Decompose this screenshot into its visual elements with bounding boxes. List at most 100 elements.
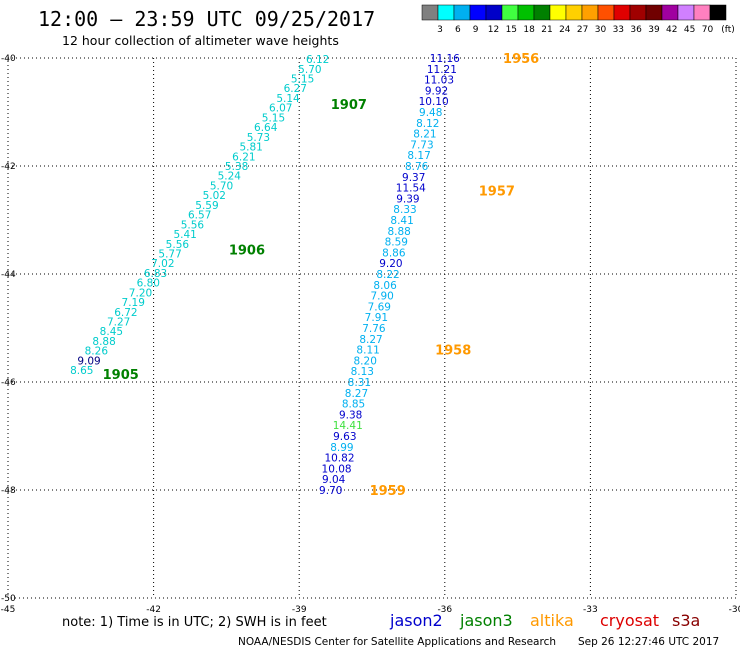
wave-height-value: 6.12: [306, 54, 329, 66]
wave-height-value: 6.27: [284, 83, 307, 95]
colorbar-swatch: [501, 4, 519, 21]
colorbar-label: 36: [630, 25, 642, 35]
wave-height-value: 8.88: [92, 336, 115, 348]
y-tick-label: -48: [1, 486, 16, 496]
wave-height-value: 7.91: [365, 312, 388, 324]
wave-height-value: 7.69: [368, 301, 391, 313]
colorbar-label: 24: [559, 25, 571, 35]
wave-height-value: 10.82: [324, 453, 354, 465]
legend-item-altika: altika: [530, 611, 574, 630]
colorbar-label: 6: [455, 25, 461, 35]
wave-height-value: 8.59: [385, 237, 408, 249]
wave-height-value: 5.59: [195, 200, 218, 212]
wave-height-value: 9.70: [319, 485, 342, 497]
wave-height-value: 8.13: [351, 366, 374, 378]
x-tick-label: -39: [292, 605, 307, 615]
colorbar-swatch: [517, 4, 535, 21]
wave-height-value: 8.33: [393, 204, 416, 216]
wave-height-value: 7.90: [370, 291, 393, 303]
plot-area: -45 -42 -39 -36 -33 -30 -40 -42 -44 -46 -48 -50: [1, 54, 740, 615]
wave-height-value: 7.27: [107, 317, 130, 329]
wave-height-value: 5.02: [203, 190, 226, 202]
colorbar-swatch: [437, 4, 455, 21]
colorbar-swatch: [709, 4, 727, 21]
footer-credit: NOAA/NESDIS Center for Satellite Applica…: [238, 636, 556, 648]
wave-height-value: 5.73: [247, 132, 270, 144]
wave-height-value: 5.77: [158, 248, 181, 260]
wave-height-value: 10.08: [322, 463, 352, 475]
wave-height-value: 5.14: [276, 93, 300, 105]
colorbar-label: 33: [613, 25, 624, 35]
colorbar-swatch: [549, 4, 567, 21]
wave-height-value: 5.15: [262, 112, 285, 124]
wave-height-value: 11.21: [427, 64, 457, 76]
wave-height-value: 8.65: [70, 365, 93, 377]
wave-height-value: 9.63: [333, 431, 356, 443]
x-tick-label: -45: [1, 605, 16, 615]
colorbar-swatch: [629, 4, 647, 21]
x-tick-label: -36: [437, 605, 452, 615]
wave-height-value: 9.39: [396, 193, 419, 205]
colorbar-swatch: [453, 4, 471, 21]
wave-height-value: 8.22: [376, 269, 399, 281]
colorbar-label: 45: [684, 25, 695, 35]
time-label: 1907: [331, 98, 367, 113]
colorbar-unit: (ft): [721, 25, 735, 35]
colorbar-swatch: [677, 4, 695, 21]
wave-height-value: 7.19: [122, 297, 145, 309]
colorbar-swatch: [581, 4, 599, 21]
y-tick-label: -42: [1, 162, 16, 172]
wave-height-value: 5.41: [173, 229, 196, 241]
wave-height-value: 9.04: [322, 474, 346, 486]
y-tick-label: -40: [1, 54, 16, 64]
colorbar: 3 6 9 12 15 18 21 24 27 30 33 36 39 42 45 70 (ft): [421, 4, 735, 35]
wave-height-value: 8.85: [342, 399, 365, 411]
y-tick-label: -50: [1, 594, 16, 604]
wave-height-value: 8.41: [390, 215, 413, 227]
wave-height-value: 6.64: [254, 122, 278, 134]
colorbar-swatch: [565, 4, 583, 21]
wave-height-value: 9.48: [419, 107, 442, 119]
wave-height-value: 6.21: [232, 151, 255, 163]
colorbar-label: 18: [523, 25, 535, 35]
wave-height-value: 8.76: [405, 161, 429, 173]
colorbar-label: 42: [666, 25, 677, 35]
footer-timestamp: Sep 26 12:27:46 UTC 2017: [578, 636, 719, 648]
wave-height-value: 8.26: [85, 346, 109, 358]
colorbar-label: 21: [541, 25, 552, 35]
colorbar-swatch: [693, 4, 711, 21]
y-tick-label: -46: [1, 378, 16, 388]
wave-height-value: 8.86: [382, 247, 406, 259]
colorbar-label: 15: [506, 25, 517, 35]
wave-height-value: 9.09: [77, 355, 100, 367]
satellite-legend: jason2 jason3 altika cryosat s3a: [389, 611, 700, 630]
time-label: 1959: [370, 484, 406, 499]
wave-height-value: 11.16: [430, 53, 460, 65]
y-tick-label: -44: [1, 270, 16, 280]
wave-height-value: 7.20: [129, 287, 152, 299]
colorbar-label: 12: [488, 25, 499, 35]
wave-height-value: 6.57: [188, 210, 211, 222]
colorbar-label: 3: [437, 25, 443, 35]
wave-height-value: 9.92: [425, 85, 448, 97]
legend-item-s3a: s3a: [672, 611, 700, 630]
colorbar-swatch: [645, 4, 663, 21]
x-tick-label: -42: [146, 605, 161, 615]
legend-item-cryosat: cryosat: [600, 611, 659, 630]
colorbar-label: 27: [577, 25, 588, 35]
wave-height-value: 8.31: [348, 377, 371, 389]
wave-height-value: 8.21: [413, 129, 436, 141]
wave-height-value: 7.76: [362, 323, 386, 335]
colorbar-swatch: [613, 4, 631, 21]
wave-height-value: 7.73: [410, 139, 433, 151]
wave-height-value: 5.15: [291, 74, 314, 86]
colorbar-swatch: [421, 4, 439, 21]
x-tick-label: -30: [729, 605, 740, 615]
time-label: 1905: [103, 368, 139, 383]
wave-height-value: 8.27: [345, 388, 368, 400]
time-label: 1906: [229, 244, 265, 259]
wave-height-value: 10.10: [419, 96, 449, 108]
colorbar-swatch: [661, 4, 679, 21]
wave-height-value: 6.72: [114, 307, 137, 319]
